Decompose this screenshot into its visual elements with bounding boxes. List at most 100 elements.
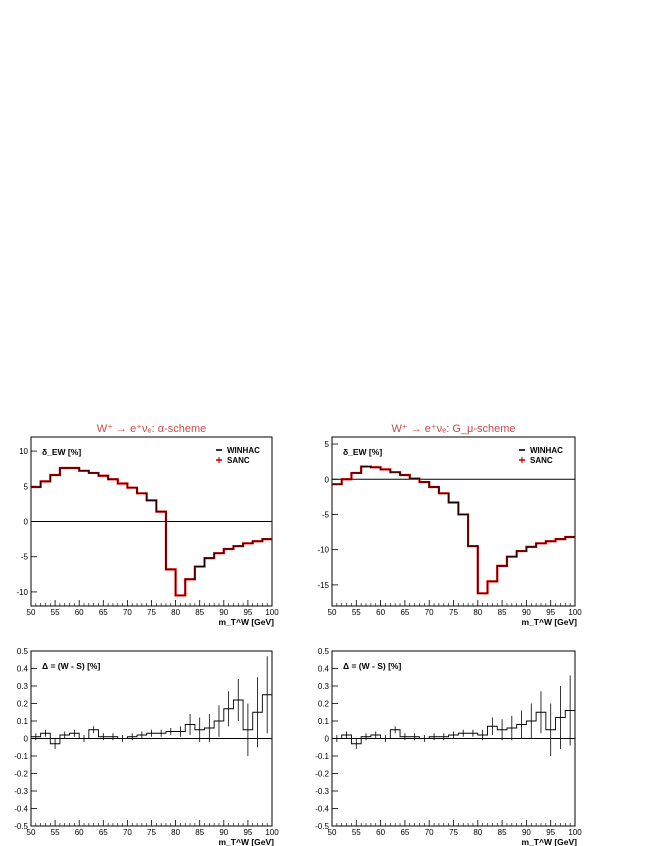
chart-gmu_diff: 50 55 60 65 70 75 80 85 90 95 100 -0.5 -0.4 -0.3 -0.2 -… [315, 647, 582, 846]
y-axis-label: Δ = (W - S) [%] [42, 661, 100, 671]
x-tick-label: 80 [473, 608, 482, 617]
x-tick-label: 60 [75, 828, 84, 837]
x-tick-label: 100 [568, 828, 582, 837]
x-tick-label: 55 [352, 608, 361, 617]
y-tick-label: -0.4 [315, 805, 329, 814]
y-axis-label: Δ = (W - S) [%] [343, 661, 401, 671]
y-tick-label: -10 [16, 588, 28, 597]
x-tick-label: 85 [195, 828, 204, 837]
y-tick-label: 0.2 [17, 700, 29, 709]
y-tick-label: 5 [325, 440, 330, 449]
y-tick-label: 0.5 [17, 647, 29, 656]
legend-entry: WINHAC [227, 446, 260, 455]
y-tick-label: -5 [21, 553, 29, 562]
x-tick-label: 55 [51, 828, 60, 837]
y-tick-label: -15 [317, 581, 329, 590]
x-tick-label: 100 [265, 828, 279, 837]
y-tick-label: 0.3 [318, 682, 330, 691]
x-axis-label: m_T^W [GeV] [522, 617, 578, 627]
y-tick-label: -0.5 [14, 822, 28, 831]
y-tick-label: -0.1 [315, 752, 329, 761]
x-tick-label: 65 [400, 828, 409, 837]
x-tick-label: 65 [400, 608, 409, 617]
y-axis-label: δ_EW [%] [42, 447, 81, 457]
x-tick-label: 75 [449, 608, 458, 617]
y-tick-label: -0.1 [14, 752, 28, 761]
y-tick-label: -0.2 [14, 770, 28, 779]
legend-entry: WINHAC [530, 446, 563, 455]
x-tick-label: 75 [147, 828, 156, 837]
x-tick-label: 55 [51, 608, 60, 617]
sanc-series [332, 465, 575, 595]
y-tick-label: 10 [19, 447, 28, 456]
y-tick-label: 0.3 [17, 682, 29, 691]
x-tick-label: 80 [171, 608, 180, 617]
y-tick-label: 0.5 [318, 647, 330, 656]
x-tick-label: 85 [498, 828, 507, 837]
x-tick-label: 70 [123, 828, 132, 837]
x-tick-label: 60 [376, 608, 385, 617]
difference-series [332, 710, 575, 745]
x-tick-label: 90 [522, 608, 531, 617]
difference-series [31, 694, 272, 745]
y-tick-label: -10 [317, 546, 329, 555]
y-tick-label: 0 [325, 735, 330, 744]
x-tick-label: 75 [147, 608, 156, 617]
y-tick-label: -0.2 [315, 770, 329, 779]
x-tick-label: 100 [568, 608, 582, 617]
chart-title: W⁺ → e⁺νₑ: α-scheme [97, 423, 206, 435]
x-tick-label: 90 [219, 828, 228, 837]
x-tick-label: 50 [27, 828, 36, 837]
y-tick-label: -0.5 [315, 822, 329, 831]
legend-entry: SANC [227, 456, 250, 465]
y-tick-label: -5 [322, 510, 330, 519]
y-tick-label: 0 [24, 518, 29, 527]
y-tick-label: 0.4 [318, 665, 330, 674]
x-tick-label: 85 [195, 608, 204, 617]
x-axis-label: m_T^W [GeV] [219, 837, 275, 846]
x-axis-label: m_T^W [GeV] [219, 617, 275, 627]
y-tick-label: 5 [24, 482, 29, 491]
sanc-series [31, 466, 272, 597]
y-tick-label: -0.4 [14, 805, 28, 814]
x-tick-label: 80 [171, 828, 180, 837]
x-tick-label: 65 [99, 608, 108, 617]
x-tick-label: 90 [219, 608, 228, 617]
x-tick-label: 70 [425, 608, 434, 617]
y-tick-label: 0 [24, 735, 29, 744]
winhac-series [31, 467, 272, 596]
x-tick-label: 95 [243, 608, 252, 617]
x-tick-label: 100 [265, 608, 279, 617]
y-tick-label: 0.1 [318, 717, 330, 726]
y-tick-label: 0.4 [17, 665, 29, 674]
x-tick-label: 50 [328, 608, 337, 617]
x-tick-label: 60 [75, 608, 84, 617]
y-tick-label: -0.3 [14, 787, 28, 796]
x-tick-label: 70 [425, 828, 434, 837]
x-tick-label: 95 [546, 608, 555, 617]
legend-entry: SANC [530, 456, 553, 465]
chart-gmu_delta: 50 55 60 65 70 75 80 85 90 95 100 -15 -10 -5 0 5 W⁺ → e⁺… [317, 423, 582, 627]
y-axis-label: δ_EW [%] [343, 447, 382, 457]
chart-title: W⁺ → e⁺νₑ: G_μ-scheme [391, 423, 515, 435]
x-tick-label: 50 [328, 828, 337, 837]
x-axis-label: m_T^W [GeV] [522, 837, 578, 846]
x-tick-label: 80 [473, 828, 482, 837]
y-tick-label: -0.3 [315, 787, 329, 796]
x-tick-label: 95 [546, 828, 555, 837]
x-tick-label: 50 [27, 608, 36, 617]
x-tick-label: 60 [376, 828, 385, 837]
winhac-series [332, 466, 575, 594]
y-tick-label: 0 [325, 475, 330, 484]
x-tick-label: 90 [522, 828, 531, 837]
x-tick-label: 95 [243, 828, 252, 837]
x-tick-label: 70 [123, 608, 132, 617]
x-tick-label: 55 [352, 828, 361, 837]
x-tick-label: 75 [449, 828, 458, 837]
x-tick-label: 85 [498, 608, 507, 617]
x-tick-label: 65 [99, 828, 108, 837]
y-tick-label: 0.1 [17, 717, 29, 726]
y-tick-label: 0.2 [318, 700, 330, 709]
chart-alpha_delta: 50 55 60 65 70 75 80 85 90 95 100 -10 -5 0 5 10 W⁺ → e⁺ν… [16, 423, 279, 627]
